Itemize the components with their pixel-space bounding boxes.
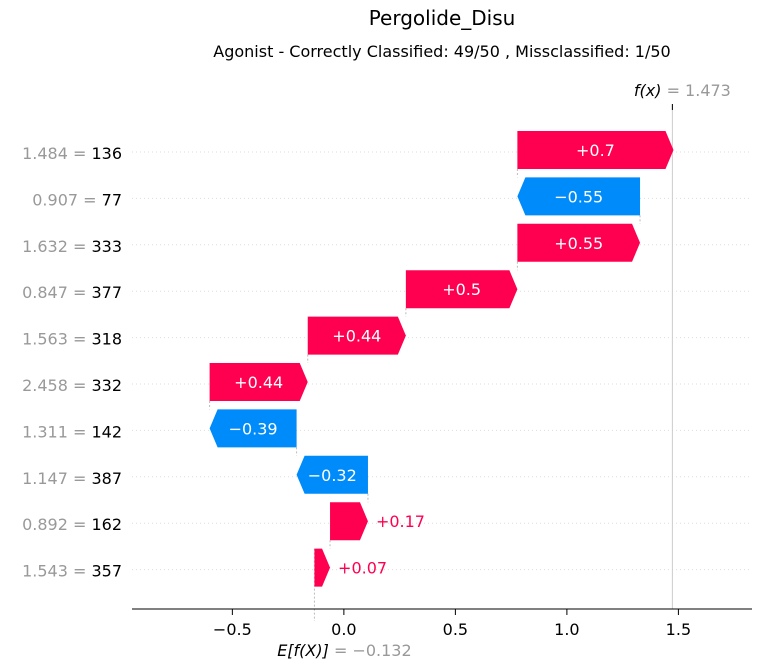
bar-label-136: +0.7 <box>576 141 615 160</box>
feature-value: 1.563 = <box>22 330 91 349</box>
bar-136 <box>517 131 674 169</box>
feature-value: 2.458 = <box>22 376 91 395</box>
feature-name: 387 <box>91 469 122 488</box>
base-value-number: = −0.132 <box>334 641 412 660</box>
feature-label-357: 1.543 = 357 <box>22 562 122 581</box>
feature-label-318: 1.563 = 318 <box>22 330 122 349</box>
bar-162 <box>330 502 368 541</box>
bar-label-162: +0.17 <box>376 512 425 531</box>
feature-label-333: 1.632 = 333 <box>22 237 122 256</box>
feature-name: 332 <box>91 376 122 395</box>
feature-label-142: 1.311 = 142 <box>22 422 122 441</box>
feature-label-387: 1.147 = 387 <box>22 469 122 488</box>
feature-value: 1.632 = <box>22 237 91 256</box>
bar-label-77: −0.55 <box>554 187 603 206</box>
chart-subtitle: Agonist - Correctly Classified: 49/50 , … <box>213 42 671 61</box>
bar-357 <box>314 548 331 587</box>
bar-label-357: +0.07 <box>338 559 387 578</box>
feature-name: 77 <box>102 190 122 209</box>
feature-name: 142 <box>91 422 122 441</box>
bar-label-318: +0.44 <box>332 327 381 346</box>
feature-name: 136 <box>91 144 122 163</box>
bar-318 <box>307 316 406 355</box>
bar-label-142: −0.39 <box>229 419 278 438</box>
base-value-symbol: E[f(X)] <box>277 641 334 660</box>
bar-label-377: +0.5 <box>442 280 481 299</box>
x-tick-label: 1.5 <box>666 620 691 639</box>
x-tick-label: 0.0 <box>331 620 356 639</box>
feature-label-77: 0.907 = 77 <box>32 190 122 209</box>
feature-name: 318 <box>91 330 122 349</box>
feature-name: 162 <box>91 515 122 534</box>
feature-label-332: 2.458 = 332 <box>22 376 122 395</box>
feature-value: 0.907 = <box>32 190 101 209</box>
output-value-annotation: f(x) = 1.473 <box>634 81 731 100</box>
output-value-symbol: f(x) <box>634 81 667 100</box>
feature-label-136: 1.484 = 136 <box>22 144 122 163</box>
feature-value: 1.543 = <box>22 562 91 581</box>
x-tick-label: −0.5 <box>213 620 252 639</box>
feature-name: 333 <box>91 237 122 256</box>
feature-value: 1.484 = <box>22 144 91 163</box>
feature-name: 377 <box>91 283 122 302</box>
bar-333 <box>517 223 641 262</box>
feature-value: 1.311 = <box>22 422 91 441</box>
feature-value: 0.847 = <box>22 283 91 302</box>
feature-value: 1.147 = <box>22 469 91 488</box>
output-value-number: = 1.473 <box>667 81 731 100</box>
bar-387 <box>296 455 368 494</box>
feature-label-162: 0.892 = 162 <box>22 515 122 534</box>
chart-title: Pergolide_Disu <box>368 6 516 30</box>
bar-332 <box>209 363 308 401</box>
feature-label-377: 0.847 = 377 <box>22 283 122 302</box>
base-value-annotation: E[f(X)] = −0.132 <box>277 641 411 660</box>
bar-377 <box>405 270 518 309</box>
bar-label-387: −0.32 <box>308 466 357 485</box>
bar-label-333: +0.55 <box>554 234 603 253</box>
feature-value: 0.892 = <box>22 515 91 534</box>
bar-label-332: +0.44 <box>234 373 283 392</box>
x-tick-label: 0.5 <box>443 620 468 639</box>
feature-name: 357 <box>91 562 122 581</box>
bar-142 <box>209 409 297 448</box>
bar-77 <box>517 177 641 216</box>
x-tick-label: 1.0 <box>554 620 579 639</box>
